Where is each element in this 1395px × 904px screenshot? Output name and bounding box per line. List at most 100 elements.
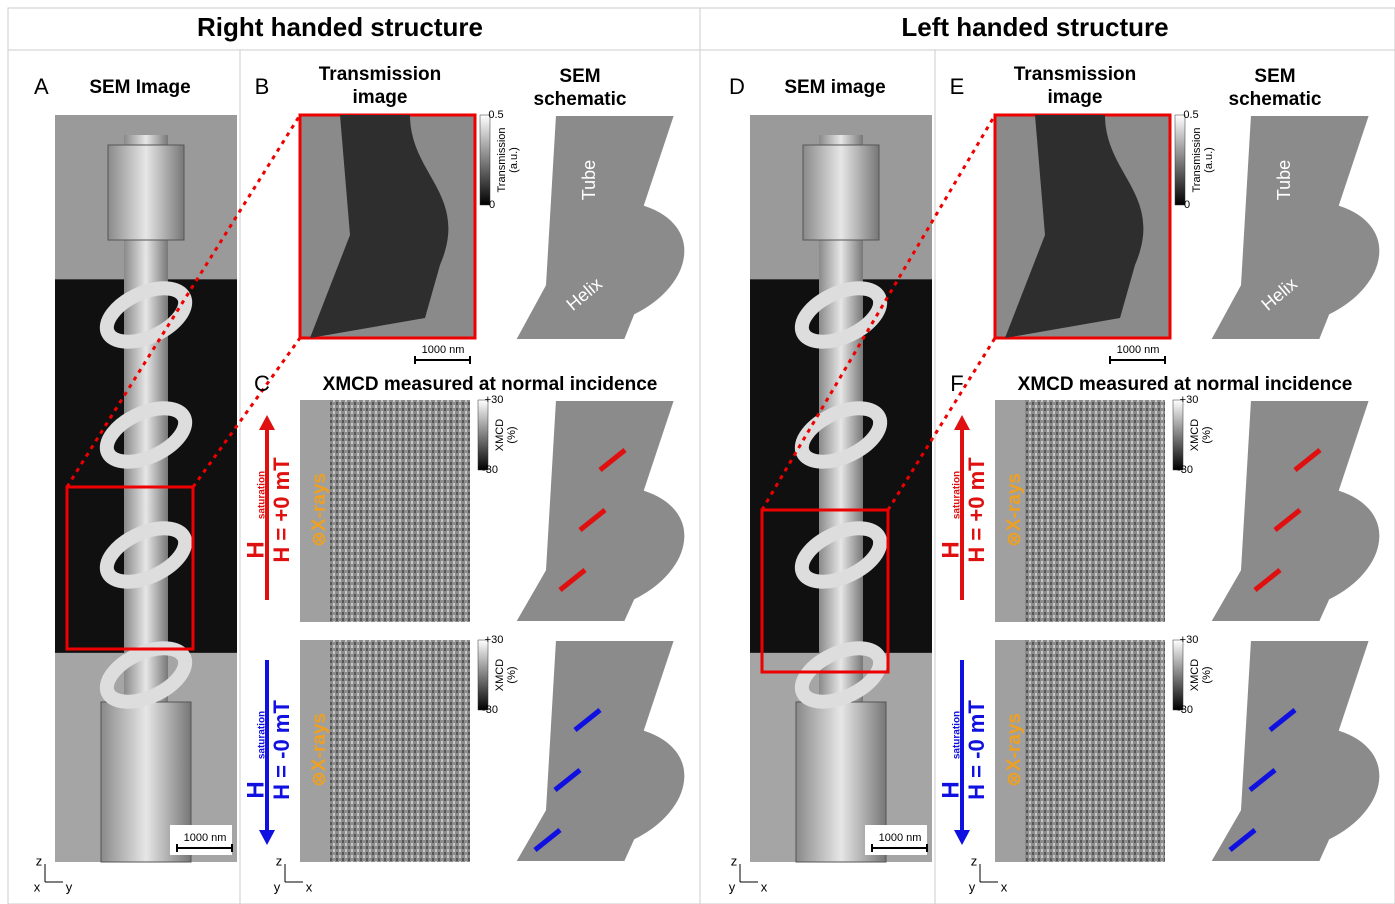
axis-label: x bbox=[306, 879, 313, 894]
xray-label: ⊗X-rays bbox=[1004, 473, 1025, 547]
panel-label: image bbox=[353, 87, 408, 108]
axes-icon bbox=[285, 864, 303, 882]
scale-label: 1000 nm bbox=[879, 832, 922, 844]
axis-label: x bbox=[1001, 879, 1008, 894]
panel-letter: D bbox=[729, 74, 745, 99]
axis-label: z bbox=[731, 853, 738, 868]
colorbar-label: (%) bbox=[1201, 666, 1213, 683]
field-symbol: H bbox=[937, 541, 964, 558]
panel-letter: F bbox=[950, 371, 963, 396]
panel-label: schematic bbox=[1229, 89, 1322, 110]
colorbar-label: XMCD bbox=[1189, 659, 1201, 691]
schematic-image bbox=[1210, 640, 1380, 862]
colorbar-label: XMCD bbox=[1189, 419, 1201, 451]
axis-label: y bbox=[66, 879, 73, 894]
colorbar-label: Transmission bbox=[1191, 128, 1203, 193]
schematic-image bbox=[515, 640, 685, 862]
scale-bar bbox=[1110, 356, 1165, 364]
axis-label: y bbox=[729, 879, 736, 894]
panel-label: SEM image bbox=[784, 77, 885, 98]
colorbar-label: Transmission bbox=[496, 128, 508, 193]
xray-label: ⊗X-rays bbox=[309, 713, 330, 787]
colorbar-min: 0 bbox=[489, 199, 495, 211]
axis-label: x bbox=[34, 879, 41, 894]
colorbar-label: (%) bbox=[506, 666, 518, 683]
colorbar-max: +30 bbox=[485, 394, 504, 406]
colorbar-min: 0 bbox=[1184, 199, 1190, 211]
tube-label: Tube bbox=[579, 160, 599, 200]
colorbar bbox=[1173, 400, 1183, 470]
colorbar-label: (%) bbox=[1201, 426, 1213, 443]
axis-label: y bbox=[274, 879, 281, 894]
colorbar bbox=[478, 640, 488, 710]
colorbar-min: -30 bbox=[1177, 704, 1193, 716]
tube-cap bbox=[108, 145, 184, 240]
tube-cap bbox=[803, 145, 879, 240]
panel-label: XMCD measured at normal incidence bbox=[1018, 374, 1353, 395]
colorbar-max: 0.5 bbox=[1183, 109, 1198, 121]
colorbar-min: -30 bbox=[482, 704, 498, 716]
field-value: H = +0 mT bbox=[269, 457, 294, 563]
arrow-head bbox=[259, 830, 275, 845]
arrow-head bbox=[954, 415, 970, 430]
axis-label: y bbox=[969, 879, 976, 894]
colorbar-max: +30 bbox=[1180, 634, 1199, 646]
colorbar-label: (a.u.) bbox=[1203, 147, 1215, 173]
colorbar-label: (a.u.) bbox=[508, 147, 520, 173]
panel-label: SEM bbox=[559, 66, 600, 87]
colorbar bbox=[1175, 115, 1185, 205]
field-subscript: saturation bbox=[257, 711, 268, 759]
panel-letter: E bbox=[950, 74, 965, 99]
colorbar bbox=[1173, 640, 1183, 710]
colorbar-label: XMCD bbox=[494, 419, 506, 451]
panel-letter: B bbox=[255, 74, 270, 99]
scale-bar bbox=[415, 356, 470, 364]
axes-icon bbox=[980, 864, 998, 882]
axes-icon bbox=[45, 864, 63, 882]
axes-icon bbox=[740, 864, 758, 882]
schematic-image bbox=[1210, 115, 1380, 340]
panel-label: Transmission bbox=[319, 64, 442, 85]
panel-label: SEM bbox=[1254, 66, 1295, 87]
scale-label: 1000 nm bbox=[184, 832, 227, 844]
colorbar-min: -30 bbox=[1177, 464, 1193, 476]
field-symbol: H bbox=[242, 781, 269, 798]
figure: Right handed structure A SEM Image 1000 nm z… bbox=[0, 0, 1395, 904]
section-title: Left handed structure bbox=[901, 12, 1168, 42]
axis-label: z bbox=[971, 853, 978, 868]
xray-label: ⊗X-rays bbox=[309, 473, 330, 547]
field-value: H = -0 mT bbox=[964, 700, 989, 800]
axis-label: z bbox=[36, 853, 43, 868]
arrow-head bbox=[954, 830, 970, 845]
colorbar bbox=[478, 400, 488, 470]
colorbar-max: +30 bbox=[1180, 394, 1199, 406]
panel-label: XMCD measured at normal incidence bbox=[323, 374, 658, 395]
colorbar-max: +30 bbox=[485, 634, 504, 646]
field-symbol: H bbox=[937, 781, 964, 798]
colorbar-label: XMCD bbox=[494, 659, 506, 691]
field-subscript: saturation bbox=[952, 471, 963, 519]
tube-label: Tube bbox=[1274, 160, 1294, 200]
schematic-image bbox=[515, 115, 685, 340]
field-value: H = +0 mT bbox=[964, 457, 989, 563]
panel-letter: C bbox=[254, 371, 270, 396]
field-subscript: saturation bbox=[257, 471, 268, 519]
panel-label: schematic bbox=[534, 89, 627, 110]
scale-label: 1000 nm bbox=[1117, 344, 1160, 356]
axis-label: z bbox=[276, 853, 283, 868]
colorbar-label: (%) bbox=[506, 426, 518, 443]
colorbar bbox=[480, 115, 490, 205]
scale-label: 1000 nm bbox=[422, 344, 465, 356]
arrow-head bbox=[259, 415, 275, 430]
panel-label: SEM Image bbox=[89, 77, 190, 98]
panel-letter: A bbox=[34, 74, 49, 99]
field-subscript: saturation bbox=[952, 711, 963, 759]
field-value: H = -0 mT bbox=[269, 700, 294, 800]
field-symbol: H bbox=[242, 541, 269, 558]
colorbar-min: -30 bbox=[482, 464, 498, 476]
panel-label: image bbox=[1048, 87, 1103, 108]
panel-label: Transmission bbox=[1014, 64, 1137, 85]
section-title: Right handed structure bbox=[197, 12, 483, 42]
axis-label: x bbox=[761, 879, 768, 894]
colorbar-max: 0.5 bbox=[488, 109, 503, 121]
